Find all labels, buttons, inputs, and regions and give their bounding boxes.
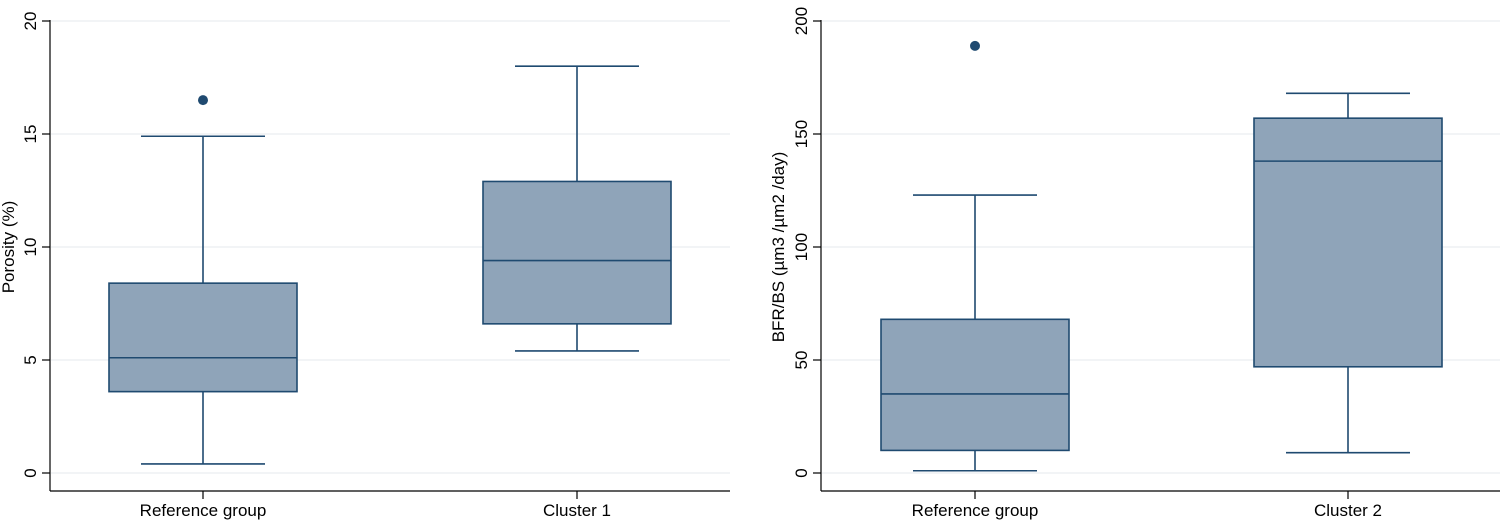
x-category-label: Cluster 1 — [543, 501, 611, 520]
y-tick-label: 5 — [21, 355, 40, 364]
outlier-point — [970, 40, 980, 51]
bfr-bs-boxplot-panel: 0 50 100 150 200 BFR/BS (µm3 /µm2 /day) Refere… — [769, 7, 1500, 520]
y-tick-label: 50 — [792, 351, 811, 370]
y-tick-label: 15 — [21, 125, 40, 144]
y-tick-label: 0 — [792, 468, 811, 477]
iqr-box — [108, 282, 298, 393]
x-category-label: Reference group — [912, 501, 1039, 520]
y-tick-label: 20 — [21, 12, 40, 31]
box-2 — [1253, 92, 1443, 454]
box-1 — [880, 40, 1070, 472]
box-2 — [482, 65, 672, 352]
outlier-point — [198, 95, 208, 106]
y-tick-label: 200 — [792, 7, 811, 35]
iqr-box — [880, 318, 1070, 452]
y-tick-label: 100 — [792, 233, 811, 261]
x-category-label: Reference group — [140, 501, 267, 520]
porosity-boxplot-panel: 0 5 10 15 20 Porosity (%) Reference group Clust… — [0, 12, 730, 520]
y-axis-title: Porosity (%) — [0, 201, 18, 294]
x-category-label: Cluster 2 — [1314, 501, 1382, 520]
y-tick-label: 150 — [792, 120, 811, 148]
iqr-box — [1253, 117, 1443, 368]
iqr-box — [482, 180, 672, 325]
y-axis-title: BFR/BS (µm3 /µm2 /day) — [769, 152, 788, 343]
y-tick-label: 0 — [21, 468, 40, 477]
box-1 — [108, 95, 298, 465]
y-tick-label: 10 — [21, 238, 40, 257]
